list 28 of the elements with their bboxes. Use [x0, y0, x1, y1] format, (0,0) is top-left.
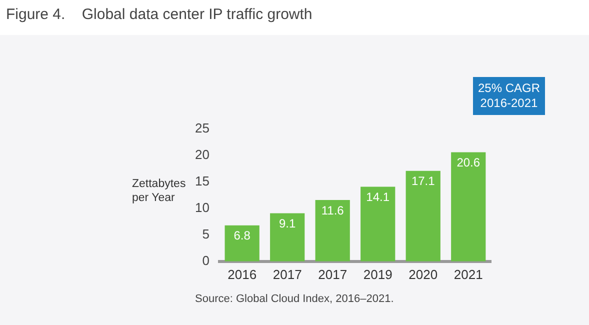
bar — [360, 186, 396, 262]
y-tick-label: 15 — [194, 174, 210, 189]
bar — [224, 225, 260, 262]
data-label: 6.8 — [234, 228, 251, 243]
x-tick-label: 2017 — [318, 266, 348, 282]
x-tick-label: 2019 — [363, 266, 392, 282]
bar — [315, 200, 350, 262]
y-tick-label: 20 — [194, 147, 210, 162]
bar — [406, 170, 440, 262]
y-tick-label: 25 — [194, 120, 210, 136]
data-label: 9.1 — [279, 216, 296, 231]
x-tick-label: 2020 — [408, 266, 438, 282]
x-tick-label: 2021 — [454, 266, 483, 282]
source-note: Source: Global Cloud Index, 2016–2021. — [195, 293, 394, 305]
x-tick-label: 2016 — [228, 266, 257, 282]
chart-title: Figure 4. Global data center IP traffic growth — [6, 6, 312, 23]
bar — [270, 213, 305, 262]
data-label: 14.1 — [366, 190, 390, 204]
data-label: 11.6 — [321, 203, 344, 218]
y-tick-label: 10 — [194, 200, 210, 216]
data-label: 20.6 — [456, 156, 480, 170]
y-axis-title: Zettabytes per Year — [132, 177, 187, 205]
data-label: 17.1 — [411, 174, 436, 188]
text: 25% CAGR 2016-2021 — [473, 77, 545, 115]
y-tick-label: 0 — [202, 252, 210, 268]
bar — [451, 152, 486, 262]
y-tick-label: 5 — [202, 226, 210, 242]
x-tick-label: 2017 — [272, 266, 302, 282]
